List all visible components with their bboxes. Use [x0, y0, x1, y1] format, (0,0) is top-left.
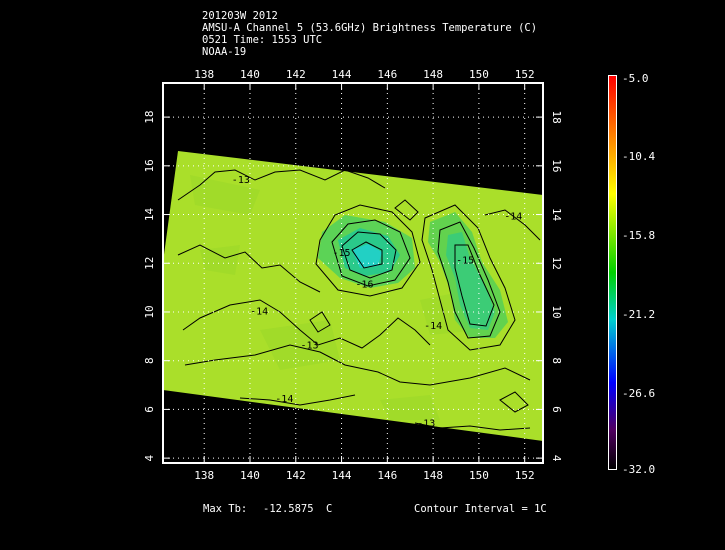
contour-label-layer: -13 -14 -13 -14 -13 -14 -15 -14 -16 -15 [232, 175, 522, 430]
colorbar-label: -21.2 [622, 308, 656, 321]
lat-label-left: 8 [143, 357, 156, 364]
contour-line [309, 311, 331, 333]
contour-interval: Contour Interval = 1C [414, 503, 547, 515]
title-satellite: NOAA-19 [202, 46, 247, 58]
swath-texture [190, 175, 480, 420]
lat-label-right: 12 [550, 257, 563, 270]
contour-line [351, 241, 383, 269]
lat-label-left: 10 [143, 305, 156, 318]
lat-label-left: 18 [143, 110, 156, 123]
lon-label-bottom: 144 [332, 469, 352, 482]
contour-line [394, 199, 419, 221]
lon-label-bottom: 142 [286, 469, 306, 482]
max-tb-label: Max Tb: [203, 503, 248, 515]
cold-band-east-inner [446, 232, 495, 330]
contour-label: -16 [355, 280, 373, 291]
title-product: AMSU-A Channel 5 (53.6GHz) Brightness Te… [202, 22, 538, 34]
lon-label-top: 148 [423, 68, 443, 81]
lat-label-left: 6 [143, 406, 156, 413]
contour-label: -14 [504, 211, 522, 222]
contour-line [315, 204, 421, 297]
lon-label-top: 140 [240, 68, 260, 81]
lat-label-right: 16 [550, 159, 563, 172]
contour-label: -13 [417, 418, 435, 429]
grid-layer [163, 83, 543, 463]
lat-label-left: 4 [143, 454, 156, 461]
lon-label-bottom: 152 [515, 469, 535, 482]
contour-line [331, 219, 411, 287]
lat-label-right: 8 [550, 357, 563, 364]
lon-label-bottom: 138 [194, 469, 214, 482]
lon-label-top: 142 [286, 68, 306, 81]
contour-label: -15 [456, 255, 474, 266]
contour-line [177, 169, 386, 201]
lon-label-top: 146 [377, 68, 397, 81]
colorbar-label: -26.6 [622, 387, 656, 400]
contour-label: -13 [232, 175, 250, 186]
max-tb-value: -12.5875 [263, 503, 314, 515]
lon-label-top: 150 [469, 68, 489, 81]
lat-label-right: 14 [550, 208, 563, 222]
lat-label-right: 4 [550, 455, 563, 462]
lat-label-left: 14 [143, 208, 156, 222]
contour-label: -15 [333, 248, 351, 259]
lon-label-top: 138 [194, 68, 214, 81]
contour-line [437, 221, 501, 339]
contour-label: -14 [275, 394, 293, 405]
title-time: 0521 Time: 1553 UTC [202, 34, 323, 46]
colorbar [609, 76, 616, 469]
lon-label-top: 152 [515, 68, 535, 81]
lat-label-right: 18 [550, 110, 563, 123]
lon-label-bottom: 148 [423, 469, 443, 482]
lat-label-right: 6 [550, 406, 563, 413]
contour-line [182, 299, 431, 349]
contour-line [239, 394, 356, 406]
contour-line [184, 344, 531, 386]
plot-frame [162, 82, 544, 464]
lat-label-right: 10 [550, 305, 563, 318]
contour-line [484, 209, 541, 241]
contour-layer [177, 169, 541, 431]
contour-line [341, 231, 397, 279]
colorbar-frame [608, 75, 617, 470]
title-storm-id: 201203W 2012 [202, 10, 278, 22]
lon-label-top: 144 [332, 68, 352, 81]
colorbar-label: -15.8 [622, 229, 656, 242]
lon-label-bottom: 150 [469, 469, 489, 482]
label-layer: 1381381401401421421441441461461481481501… [143, 68, 563, 482]
contour-line [454, 244, 495, 327]
lat-label-left: 16 [143, 159, 156, 172]
contour-label: -14 [424, 321, 442, 332]
colorbar-label: -5.0 [622, 72, 649, 85]
lat-label-left: 12 [143, 257, 156, 270]
lon-label-bottom: 140 [240, 469, 260, 482]
contour-line [414, 422, 531, 431]
contour-label: -14 [250, 306, 268, 317]
colorbar-label: -10.4 [622, 150, 656, 163]
contour-line [499, 391, 529, 413]
tick-layer [163, 83, 543, 463]
contour-label: -13 [300, 341, 318, 352]
contour-line [421, 204, 516, 351]
lon-label-bottom: 146 [377, 469, 397, 482]
colorbar-label: -32.0 [622, 463, 656, 476]
contour-line [177, 244, 321, 293]
swath-layer [163, 151, 543, 441]
max-tb-unit: C [326, 503, 333, 515]
